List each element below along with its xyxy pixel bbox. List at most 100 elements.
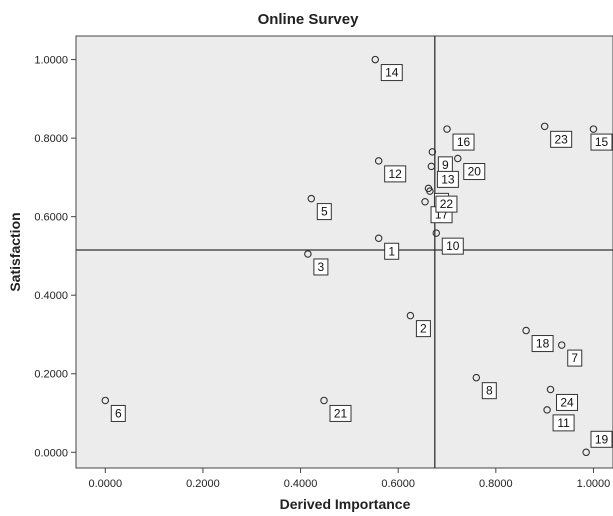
data-point-9: 9 xyxy=(428,148,453,174)
data-point-2: 2 xyxy=(406,311,431,338)
point-marker xyxy=(543,406,551,414)
y-tick-label: 0.0000 xyxy=(34,447,68,459)
point-marker xyxy=(421,197,429,206)
data-point-8: 8 xyxy=(472,373,497,400)
point-marker xyxy=(101,396,110,405)
x-tick-label: 0.0000 xyxy=(88,478,122,490)
point-label-box xyxy=(441,237,464,255)
point-label-box xyxy=(531,335,554,353)
point-label: 1 xyxy=(388,244,395,258)
x-tick-label: 0.4000 xyxy=(284,478,318,490)
data-point-10: 10 xyxy=(432,229,464,255)
point-label-box xyxy=(552,414,575,432)
point-label-box xyxy=(435,195,458,213)
point-label: 23 xyxy=(554,132,568,146)
point-label: 15 xyxy=(595,135,609,149)
point-label: 10 xyxy=(446,239,460,253)
point-marker xyxy=(406,311,415,320)
point-label-box xyxy=(567,349,583,367)
axes: 0.0000 0.2000 0.4000 0.6000 0.8000 1.0000 0.00… xyxy=(34,55,610,490)
point-label: 14 xyxy=(385,66,399,80)
point-label-box xyxy=(452,133,475,151)
data-point-3: 3 xyxy=(304,250,329,276)
point-marker xyxy=(432,229,441,237)
point-label: 9 xyxy=(442,158,449,172)
x-axis-label: Derived Importance xyxy=(280,496,411,512)
data-point-18: 18 xyxy=(522,326,554,353)
x-tick-label: 0.6000 xyxy=(381,478,415,490)
data-point-16: 16 xyxy=(443,125,475,151)
point-label-box xyxy=(415,320,431,338)
data-point-15: 15 xyxy=(589,125,613,151)
point-label-box xyxy=(590,133,613,151)
data-point-7: 7 xyxy=(557,341,583,367)
point-marker xyxy=(307,194,316,203)
data-point-5: 5 xyxy=(307,194,332,221)
x-tick-label: 1.0000 xyxy=(577,478,611,490)
point-label-box xyxy=(550,130,573,148)
data-point-19: 19 xyxy=(582,430,613,457)
y-tick-label: 0.8000 xyxy=(34,133,68,145)
x-tick-label: 0.8000 xyxy=(479,478,513,490)
point-marker xyxy=(546,385,555,394)
point-marker xyxy=(472,373,481,382)
point-label-box xyxy=(313,258,329,276)
point-marker xyxy=(443,125,451,133)
point-marker xyxy=(589,125,598,133)
point-label: 11 xyxy=(557,416,570,430)
y-tick-label: 0.4000 xyxy=(34,290,68,302)
data-point-21: 21 xyxy=(320,396,352,422)
point-label-box xyxy=(380,64,403,82)
point-label: 24 xyxy=(560,395,574,409)
point-marker xyxy=(427,162,436,171)
point-marker xyxy=(374,234,383,243)
data-point-22: 22 xyxy=(426,187,458,213)
point-label-box xyxy=(329,404,352,422)
point-marker xyxy=(320,396,328,405)
point-label-box xyxy=(556,393,579,411)
point-label: 6 xyxy=(115,406,122,420)
data-point-11: 11 xyxy=(543,406,575,432)
reference-lines xyxy=(76,36,613,468)
point-label: 16 xyxy=(457,135,471,149)
point-marker xyxy=(304,250,312,258)
point-label-box xyxy=(436,170,459,188)
chart-title: Online Survey xyxy=(258,11,360,28)
point-marker xyxy=(374,157,383,165)
point-marker xyxy=(522,326,530,335)
y-tick-label: 0.2000 xyxy=(34,369,68,381)
point-label: 21 xyxy=(334,406,348,420)
y-tick-label: 0.6000 xyxy=(34,212,68,224)
plot-area xyxy=(75,35,613,469)
data-points: 123456789101112131415161718192021222324 xyxy=(101,55,613,457)
point-label: 3 xyxy=(318,260,325,274)
point-label: 2 xyxy=(420,322,427,336)
point-label-box xyxy=(316,203,332,221)
data-point-1: 1 xyxy=(374,234,400,260)
data-point-6: 6 xyxy=(101,396,126,422)
y-tick-label: 1.0000 xyxy=(34,55,68,67)
point-marker xyxy=(454,154,462,163)
point-label: 5 xyxy=(321,205,328,219)
point-label-box xyxy=(463,163,486,181)
point-label: 19 xyxy=(595,432,609,446)
point-marker xyxy=(426,187,434,195)
point-marker xyxy=(557,341,566,349)
point-label-box xyxy=(481,382,497,400)
point-label-box xyxy=(590,430,613,448)
point-label: 18 xyxy=(536,337,550,351)
data-point-12: 12 xyxy=(374,157,407,183)
point-label-box xyxy=(384,242,400,260)
point-label: 7 xyxy=(571,351,578,365)
point-label-box xyxy=(110,404,126,422)
data-point-24: 24 xyxy=(546,385,579,411)
point-label: 13 xyxy=(441,172,455,186)
point-label-box xyxy=(384,165,407,183)
point-label: 20 xyxy=(468,165,482,179)
data-point-23: 23 xyxy=(540,122,573,148)
point-label: 12 xyxy=(388,167,402,181)
point-marker xyxy=(428,148,437,156)
point-marker xyxy=(540,122,549,131)
data-point-20: 20 xyxy=(454,154,486,181)
